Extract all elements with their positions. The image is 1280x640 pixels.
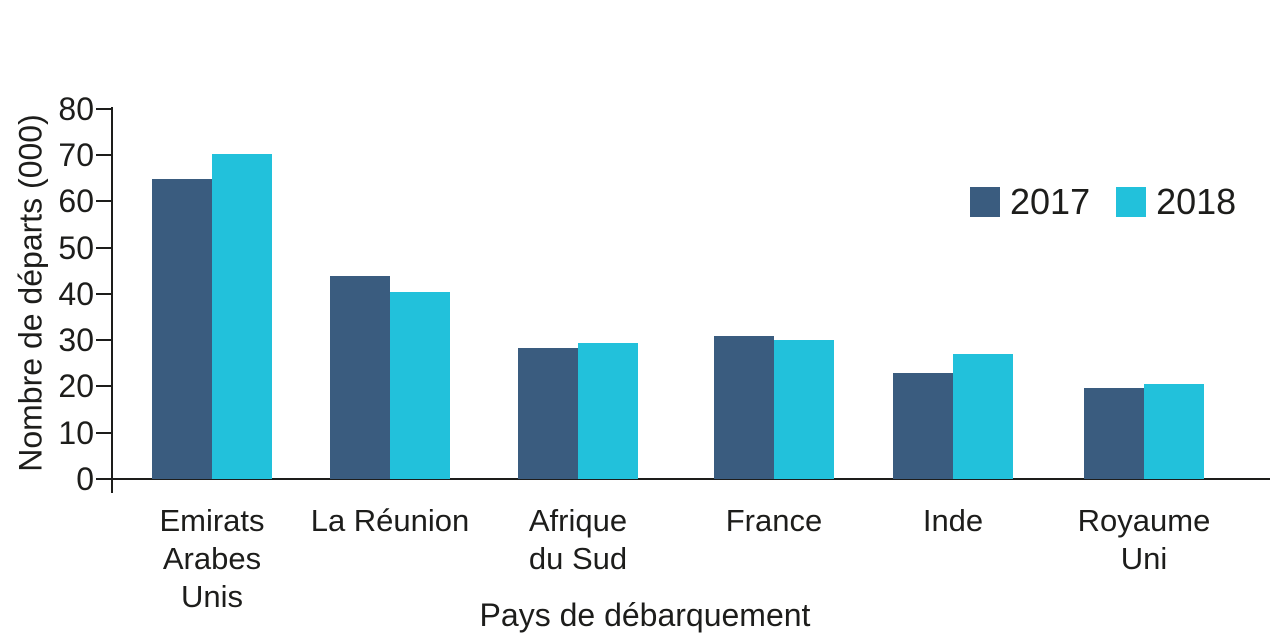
bar-2018-royaume-uni [1144,383,1204,479]
y-tick-0 [96,478,113,480]
category-label-line: Emirats [159,503,265,538]
category-label-line: Afrique [528,503,628,538]
category-label-france: France [679,502,869,540]
y-tick-40 [96,292,113,295]
legend-label-2017: 2017 [1010,181,1091,222]
y-axis-line [111,107,113,493]
bar-2018-afrique-du-sud [578,342,638,479]
x-axis-line [111,478,1270,480]
legend-swatch-2017 [970,187,1000,217]
y-tick-label-70: 70 [58,136,94,173]
y-tick-label-30: 30 [58,322,94,359]
y-tick-30 [96,339,113,342]
y-tick-label-60: 60 [58,183,94,220]
y-tick-label-20: 20 [58,368,94,405]
category-label-line: Arabes [162,541,262,576]
category-label-inde: Inde [858,502,1048,540]
legend: 2017 2018 [970,181,1237,222]
category-label-line: Royaume [1077,503,1211,538]
y-tick-20 [96,385,113,388]
bar-2018-emirats-arabes-unis [212,153,272,479]
x-axis-title: Pays de débarquement [479,597,811,633]
bar-2018-france [774,339,834,479]
y-tick-label-0: 0 [76,461,94,497]
legend-swatch-2018 [1116,187,1147,217]
legend-entry-2017: 2017 [970,181,1091,222]
bar-2017-emirats-arabes-unis [152,179,212,479]
y-tick-60 [96,200,113,203]
y-tick-80 [96,107,113,110]
legend-label-2018: 2018 [1156,181,1237,222]
category-label-afrique-du-sud: Afrique du Sud [483,502,673,578]
category-label-royaume-uni: Royaume Uni [1049,502,1239,578]
category-label-la-r-union: La Réunion [295,502,485,540]
category-label-line: Inde [922,503,984,538]
bar-2018-la-r-union [390,291,450,479]
category-label-line: France [725,503,823,538]
category-label-line: du Sud [528,541,628,576]
y-tick-label-10: 10 [58,414,94,451]
bar-2017-inde [893,372,953,479]
y-tick-label-40: 40 [58,275,94,312]
y-tick-10 [96,431,113,434]
bar-2017-france [714,336,774,479]
bar-2017-afrique-du-sud [518,348,578,479]
category-label-line: Uni [1120,541,1168,576]
category-label-line: Unis [180,579,243,614]
legend-entry-2018: 2018 [1116,181,1237,222]
category-label-emirats-arabes-unis: Emirats Arabes Unis [117,502,307,616]
y-tick-label-50: 50 [58,229,94,266]
category-label-line: La Réunion [310,503,470,538]
bar-2017-royaume-uni [1084,387,1144,479]
y-tick-50 [96,246,113,249]
y-tick-70 [96,153,113,156]
y-tick-label-80: 80 [58,90,94,127]
bar-2018-inde [953,353,1013,479]
bar-2017-la-r-union [330,275,390,479]
